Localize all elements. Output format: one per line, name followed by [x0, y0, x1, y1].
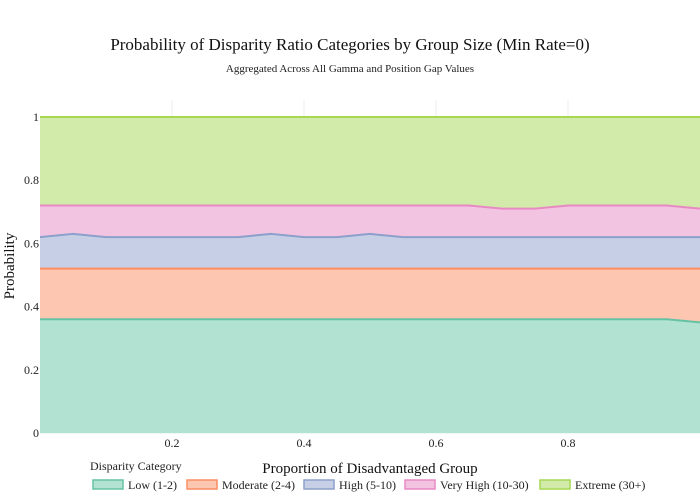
x-tick-label: 0.6	[429, 436, 444, 450]
x-tick-label: 0.4	[297, 436, 312, 450]
x-tick-label: 0.2	[165, 436, 180, 450]
x-axis-ticks: 0.2 0.4 0.6 0.8	[165, 436, 576, 450]
legend-item: High (5-10)	[303, 478, 396, 492]
legend: Low (1-2) Moderate (2-4) High (5-10) Very H…	[92, 478, 645, 492]
y-tick-label: 0.2	[24, 363, 39, 377]
area-low-1-2	[40, 319, 700, 433]
legend-item: Extreme (30+)	[539, 478, 645, 492]
area-high-5-10	[40, 233, 700, 269]
chart-title: Probability of Disparity Ratio Categorie…	[110, 35, 589, 54]
area-moderate-2-4	[40, 268, 700, 323]
series-lines	[39, 116, 700, 324]
y-axis-title: Probability	[2, 232, 18, 299]
legend-swatch	[92, 479, 124, 490]
area-extreme-30	[40, 117, 700, 209]
x-tick-label: 0.8	[561, 436, 576, 450]
legend-item: Low (1-2)	[92, 478, 177, 492]
legend-label: Moderate (2-4)	[222, 478, 295, 492]
legend-label: Very High (10-30)	[440, 478, 529, 492]
line-low-1-2	[40, 318, 700, 324]
legend-item: Moderate (2-4)	[186, 478, 295, 492]
legend-title: Disparity Category	[90, 459, 182, 473]
legend-label: Extreme (30+)	[575, 478, 645, 492]
legend-swatch	[539, 479, 571, 490]
chart-subtitle: Aggregated Across All Gamma and Position…	[226, 63, 474, 75]
legend-swatch	[404, 479, 436, 490]
area-very-high-10-30	[40, 205, 700, 238]
x-axis-title: Proportion of Disadvantaged Group	[262, 461, 477, 477]
y-tick-label: 0.8	[24, 173, 39, 187]
legend-item: Very High (10-30)	[404, 478, 529, 492]
line-high-5-10	[39, 232, 700, 239]
y-axis-ticks: 0 0.2 0.4 0.6 0.8 1	[24, 110, 39, 440]
legend-label: Low (1-2)	[128, 478, 177, 492]
y-tick-label: 1	[33, 110, 39, 124]
legend-swatch	[186, 479, 218, 490]
y-tick-label: 0.6	[24, 236, 39, 250]
y-tick-label: 0.4	[24, 300, 39, 314]
line-very-high-10-30	[40, 204, 700, 210]
legend-label: High (5-10)	[339, 478, 396, 492]
y-tick-label: 0	[33, 426, 39, 440]
area-series	[40, 117, 700, 433]
legend-swatch	[303, 479, 335, 490]
